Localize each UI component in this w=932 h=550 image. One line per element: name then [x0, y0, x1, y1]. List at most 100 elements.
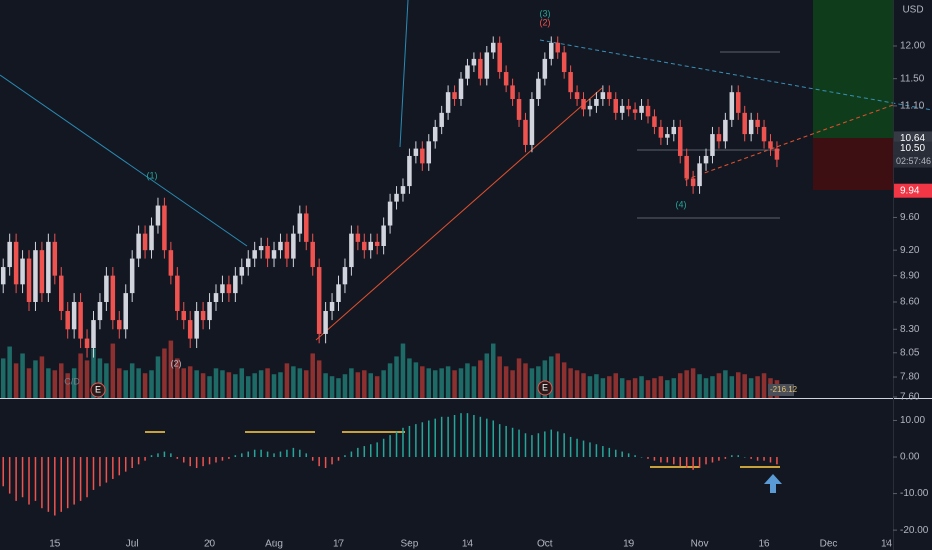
histogram-bar: [440, 416, 443, 458]
histogram-bar: [731, 455, 733, 458]
candle-body: [774, 148, 780, 160]
candle-body: [490, 42, 496, 53]
volume-bar: [13, 363, 19, 398]
histogram-bar: [382, 438, 385, 458]
candle-body: [39, 250, 45, 294]
y-tick-label: 10.00: [900, 415, 925, 426]
candle-body: [632, 109, 638, 113]
histogram-bar: [698, 457, 701, 468]
histogram-bar: [305, 453, 308, 458]
candle-body: [587, 105, 593, 110]
volume-bar: [581, 373, 586, 398]
volume-bar: [162, 348, 167, 398]
x-tick-label: Sep: [401, 539, 419, 550]
candle-body: [336, 284, 341, 302]
candle-body: [445, 92, 451, 113]
candle-body: [329, 301, 335, 311]
candle-body: [323, 310, 328, 334]
candle-body: [613, 99, 619, 113]
candle-body: [594, 99, 599, 106]
histogram-bar: [28, 457, 30, 505]
volume-bar: [735, 372, 741, 398]
candle-body: [458, 78, 464, 100]
histogram-bar: [763, 457, 765, 461]
y-tick-label: 11.50: [900, 73, 925, 84]
trend-line: [0, 74, 248, 247]
volume-bar: [316, 360, 322, 398]
volume-bar: [626, 380, 631, 398]
profit-zone: [813, 0, 893, 138]
volume-bar: [555, 353, 560, 398]
annotation: (3): [540, 8, 551, 18]
histogram-bar: [253, 449, 256, 458]
candle-body: [510, 85, 515, 100]
x-tick-label: 14: [881, 539, 893, 550]
y-tick-label: 8.90: [900, 270, 920, 281]
price-marker-label: 10.50: [900, 143, 925, 154]
volume-bar: [200, 373, 206, 398]
volume-bar: [516, 358, 522, 398]
candle-body: [671, 126, 677, 135]
histogram-bar: [692, 457, 694, 470]
volume-bar: [697, 374, 702, 398]
y-tick-label: 9.20: [900, 245, 920, 256]
volume-bar: [761, 373, 767, 398]
candle-body: [265, 246, 270, 259]
candle-body: [768, 141, 773, 149]
volume-bar: [213, 368, 219, 398]
candle-body: [142, 233, 148, 251]
volume-bar: [484, 353, 490, 398]
annotation: E: [95, 384, 101, 394]
histogram-bar: [92, 457, 95, 490]
histogram-bar: [311, 457, 314, 461]
histogram-bar: [531, 435, 533, 458]
volume-bar: [355, 372, 361, 398]
x-tick-label: Aug: [265, 539, 283, 550]
volume-bar: [665, 380, 670, 398]
candle-body: [84, 338, 90, 349]
candle-body: [639, 105, 644, 113]
volume-bar: [265, 368, 270, 398]
volume-bar: [278, 372, 283, 398]
volume-bar: [684, 370, 689, 398]
volume-bar: [510, 370, 515, 398]
volume-bar: [587, 376, 593, 398]
annotation: (1): [147, 170, 158, 180]
trend-line: [399, 0, 409, 148]
histogram-bar: [750, 457, 752, 459]
histogram-bar: [15, 457, 17, 501]
histogram-bar: [602, 446, 604, 458]
volume-bar: [84, 360, 90, 398]
volume-bar: [742, 374, 747, 398]
candle-body: [755, 119, 760, 127]
volume-bar: [297, 368, 303, 398]
x-tick-label: Jul: [126, 539, 139, 550]
y-tick-label: 9.60: [900, 212, 920, 223]
candle-body: [742, 112, 747, 135]
histogram-bar: [292, 447, 295, 458]
volume-bar: [349, 368, 354, 398]
histogram-bar: [260, 449, 262, 458]
volume-bar: [387, 363, 393, 398]
candle-body: [278, 241, 283, 251]
histogram-bar: [389, 435, 391, 458]
histogram-bar: [511, 427, 514, 458]
histogram-bar: [589, 442, 591, 458]
histogram-bar: [724, 457, 727, 459]
volume-bar: [639, 376, 644, 398]
histogram-bar: [705, 457, 707, 465]
candle-body: [271, 250, 277, 259]
candle-body: [175, 275, 180, 311]
candle-body: [297, 213, 303, 234]
candle-body: [568, 72, 573, 93]
histogram-bar: [679, 457, 681, 467]
candle-body: [284, 241, 290, 259]
candle-body: [252, 250, 257, 259]
histogram-bar: [621, 451, 623, 458]
candle-body: [91, 320, 96, 349]
histogram-bar: [640, 457, 643, 458]
volume-bar: [310, 353, 315, 398]
volume-bar: [91, 348, 96, 398]
histogram-bar: [595, 444, 598, 458]
